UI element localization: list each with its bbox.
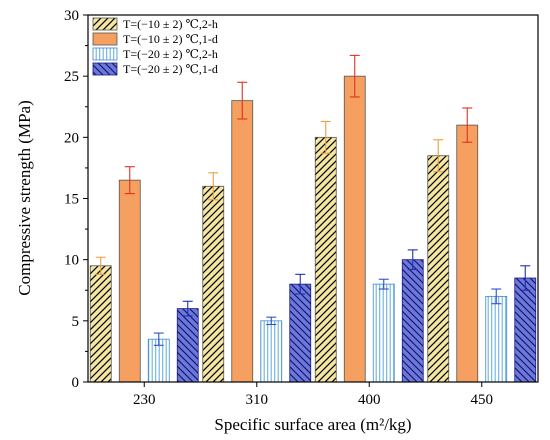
error-bars-layer — [95, 54, 531, 346]
bar — [427, 155, 450, 383]
legend-swatch — [92, 32, 118, 46]
bar — [514, 277, 537, 383]
bar — [314, 136, 337, 383]
legend-swatch — [92, 62, 118, 76]
bar — [176, 308, 199, 383]
legend-label: T=(−10 ± 2) ℃,1-d — [123, 32, 218, 46]
bar — [289, 283, 312, 383]
bar — [231, 100, 254, 383]
legend-swatch — [92, 47, 118, 61]
y-tick-label: 10 — [64, 253, 79, 269]
y-axis: 0 5 10 15 20 25 30 — [64, 8, 88, 391]
legend: T=(−10 ± 2) ℃,2-hT=(−10 ± 2) ℃,1-dT=(−20… — [92, 17, 218, 76]
bar — [118, 179, 141, 383]
x-axis-title: Specific surface area (m²/kg) — [214, 415, 411, 434]
bar — [456, 124, 479, 383]
bar — [343, 75, 366, 383]
x-tick-label: 400 — [358, 392, 381, 408]
y-tick-label: 20 — [64, 130, 79, 146]
bar — [401, 259, 424, 383]
y-axis-title: Compressive strength (MPa) — [15, 100, 34, 295]
bar — [202, 185, 225, 383]
y-tick-label: 15 — [64, 192, 79, 208]
bar — [89, 265, 112, 383]
x-axis: 230 310 400 450 — [133, 382, 493, 408]
y-tick-label: 25 — [64, 69, 79, 85]
x-tick-label: 230 — [133, 392, 156, 408]
bar — [485, 295, 508, 383]
x-tick-label: 450 — [471, 392, 494, 408]
y-tick-label: 0 — [72, 375, 80, 391]
bar — [260, 320, 283, 383]
bar — [372, 283, 395, 383]
y-tick-label: 5 — [72, 314, 80, 330]
legend-label: T=(−20 ± 2) ℃,1-d — [123, 62, 218, 76]
legend-label: T=(−10 ± 2) ℃,2-h — [123, 17, 218, 31]
bars-layer — [89, 75, 537, 383]
legend-swatch — [92, 17, 118, 31]
y-tick-label: 30 — [64, 8, 79, 24]
x-tick-label: 310 — [246, 392, 269, 408]
legend-label: T=(−20 ± 2) ℃,2-h — [123, 47, 218, 61]
